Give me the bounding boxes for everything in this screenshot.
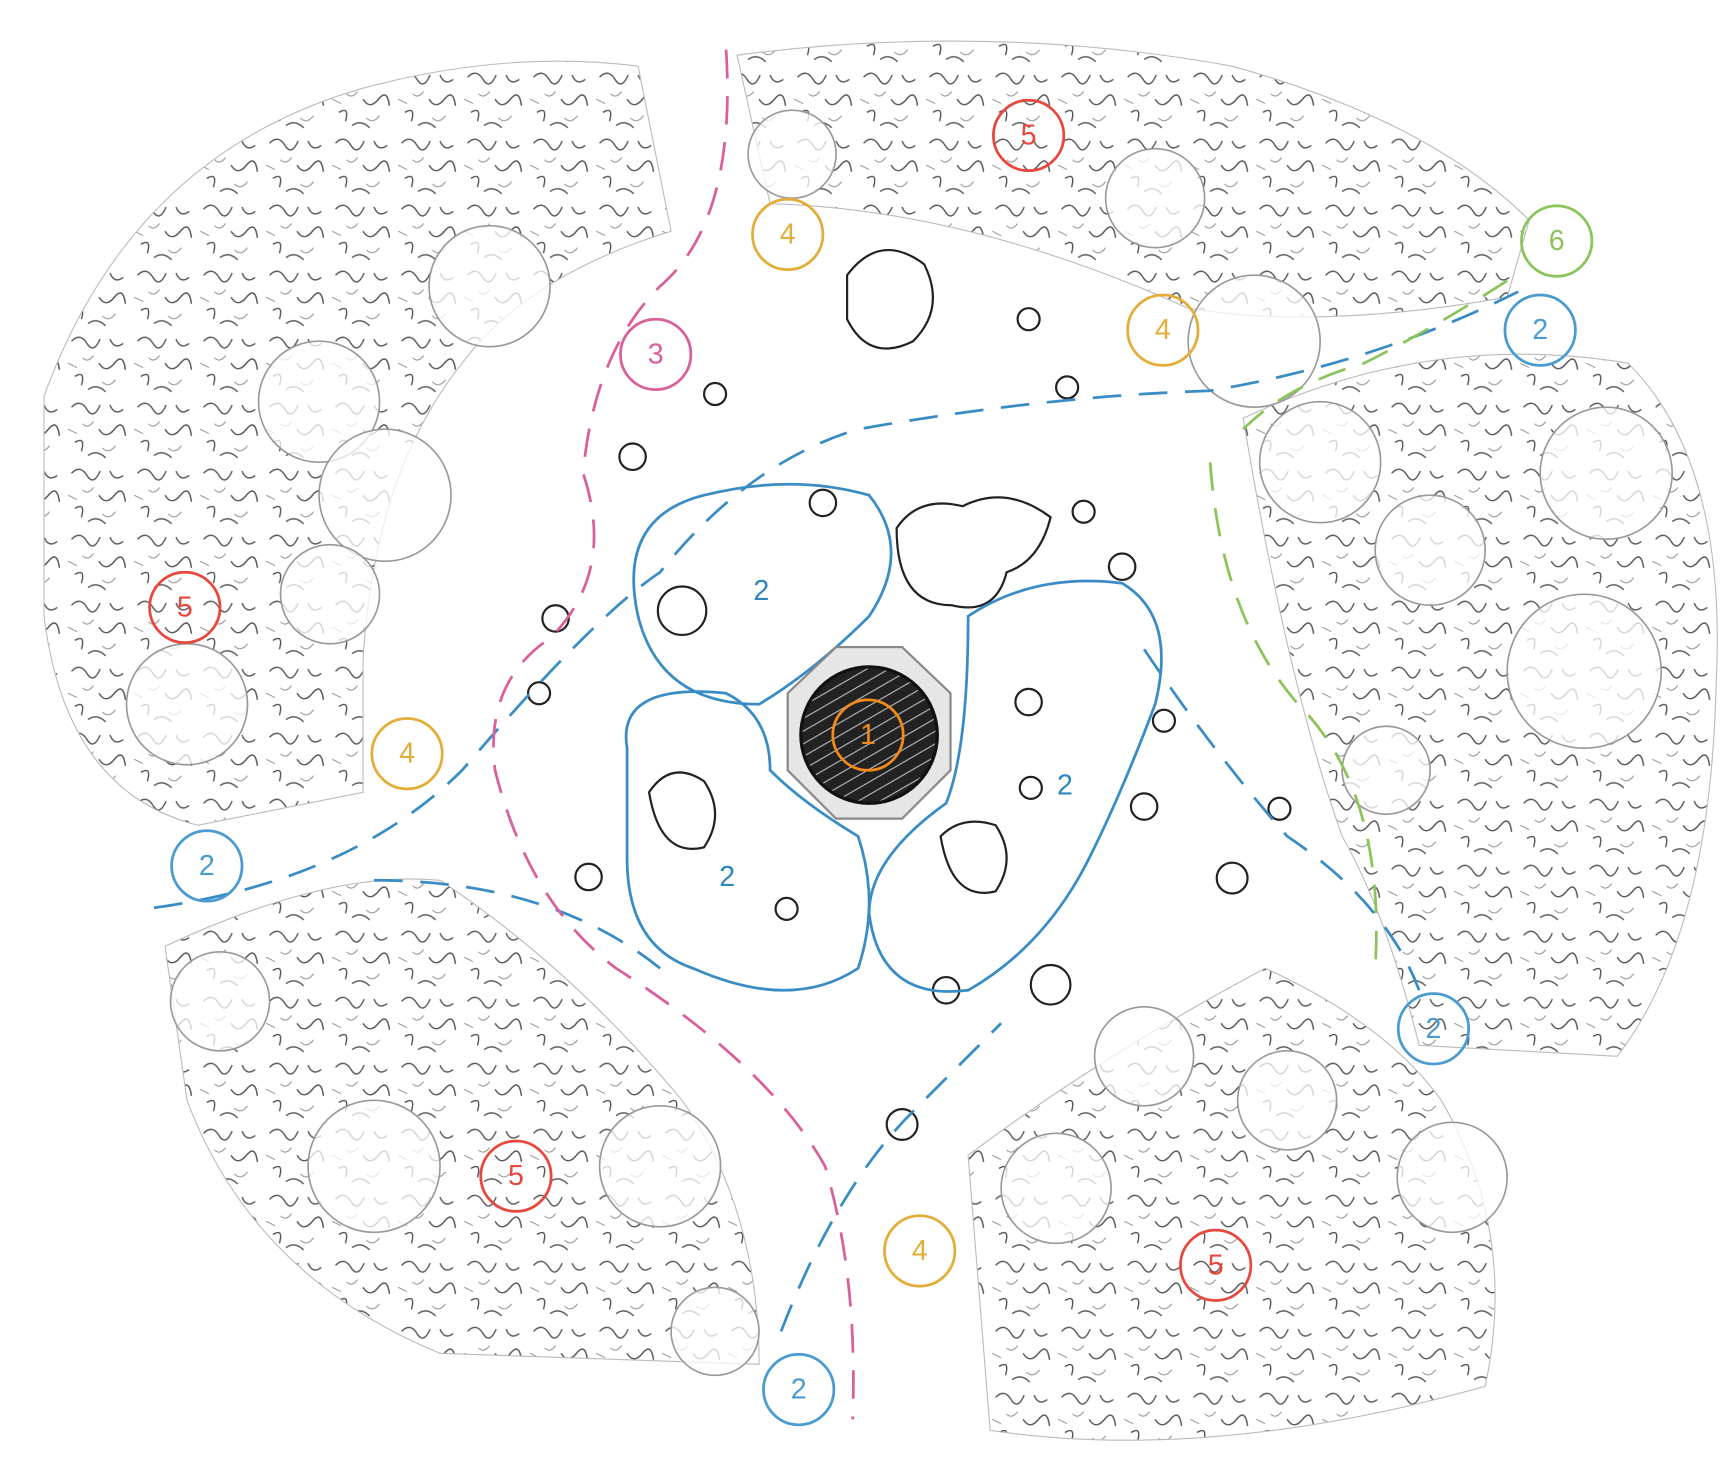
label-circle [883, 1214, 957, 1288]
label-circle [1503, 293, 1577, 367]
zone-label: 2 [1532, 314, 1548, 346]
zone-label: 2 [1057, 770, 1073, 802]
label-circle [1520, 204, 1594, 278]
zone-label: 5 [1021, 119, 1037, 151]
labels: 5 4 6 4 2 3 5 2 1 4 2 2 2 2 5 4 5 2 [148, 98, 1594, 1427]
zone-label: 5 [1208, 1249, 1224, 1281]
zone-label: 1 [860, 719, 876, 751]
zone-label: 2 [1426, 1013, 1442, 1045]
label-circle [619, 317, 693, 391]
zone-label: 4 [1155, 314, 1171, 346]
zone-label: 2 [719, 861, 735, 893]
zone-label: 4 [780, 218, 796, 250]
zone-label: 4 [912, 1235, 928, 1267]
zone-label: 2 [199, 850, 215, 882]
label-circle [751, 197, 825, 272]
specimen-plants [526, 249, 1292, 1141]
zone-label: 5 [508, 1160, 524, 1192]
dashed-paths [153, 49, 1519, 1420]
zone-label: 4 [399, 738, 415, 770]
label-circle [1396, 992, 1471, 1066]
planting-zones [624, 482, 1163, 993]
zone-label: 2 [791, 1374, 807, 1406]
label-circle [148, 570, 222, 645]
label-circle [1179, 1228, 1253, 1302]
label-circle [762, 1353, 836, 1427]
zone-label: 6 [1549, 225, 1565, 257]
shrubs [125, 109, 1674, 1377]
zone-label: 2 [753, 575, 769, 607]
zone-label: 5 [177, 591, 193, 623]
central-feature [786, 645, 952, 820]
zone-label: 3 [648, 338, 664, 370]
label-circle [831, 698, 905, 772]
label-circle [370, 717, 444, 791]
label-circle [170, 829, 244, 903]
label-circle [1126, 293, 1200, 367]
label-circle [479, 1139, 553, 1213]
label-circle [992, 98, 1066, 173]
